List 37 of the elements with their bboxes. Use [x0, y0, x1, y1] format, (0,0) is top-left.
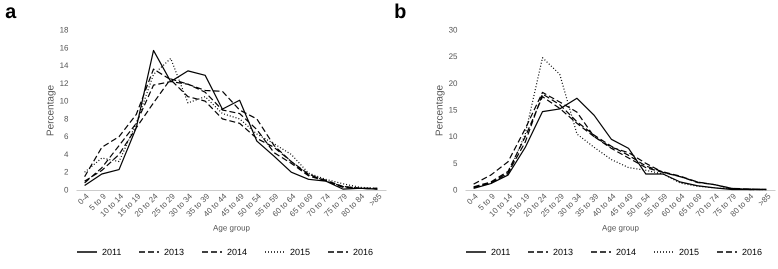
legend-label: 2014 [227, 247, 248, 257]
legend-label: 2011 [102, 247, 122, 257]
legend-label: 2011 [491, 247, 510, 257]
x-tick-label: 0-4 [76, 191, 92, 206]
x-tick-label: >85 [756, 191, 773, 208]
legend-label: 2016 [742, 247, 762, 257]
y-tick-label: 25 [448, 52, 458, 62]
y-tick-label: 15 [448, 106, 458, 114]
legend-label: 2015 [290, 247, 310, 257]
x-tick-label: >85 [368, 191, 384, 208]
y-tick-label: 4 [64, 150, 70, 159]
chart-title: b [394, 1, 406, 23]
legend-label: 2014 [616, 247, 636, 257]
legend-label: 2015 [679, 247, 700, 257]
y-axis-title: Percentage [46, 84, 57, 136]
y-tick-label: 5 [453, 158, 458, 168]
y-tick-label: 14 [60, 61, 70, 70]
legend-label: 2016 [353, 247, 374, 257]
legend-label: 2013 [164, 247, 184, 257]
y-axis-title: Percentage [434, 84, 446, 136]
y-tick-label: 20 [448, 78, 458, 88]
y-tick-label: 12 [60, 78, 70, 88]
y-tick-label: 16 [60, 43, 70, 52]
y-tick-label: 8 [64, 114, 70, 124]
chart-title: a [5, 1, 18, 23]
y-tick-label: 0 [453, 186, 458, 194]
y-tick-label: 6 [64, 132, 70, 142]
y-tick-label: 10 [448, 132, 458, 142]
legend-label: 2013 [553, 247, 574, 257]
x-axis-title: Age group [602, 224, 640, 233]
x-tick-label: 0-4 [465, 191, 480, 206]
y-tick-label: 30 [448, 26, 458, 34]
x-axis-title: Age group [213, 224, 251, 233]
y-tick-label: 18 [60, 26, 70, 34]
y-tick-label: 0 [64, 186, 70, 194]
y-tick-label: 2 [64, 168, 70, 177]
y-tick-label: 10 [60, 96, 70, 106]
